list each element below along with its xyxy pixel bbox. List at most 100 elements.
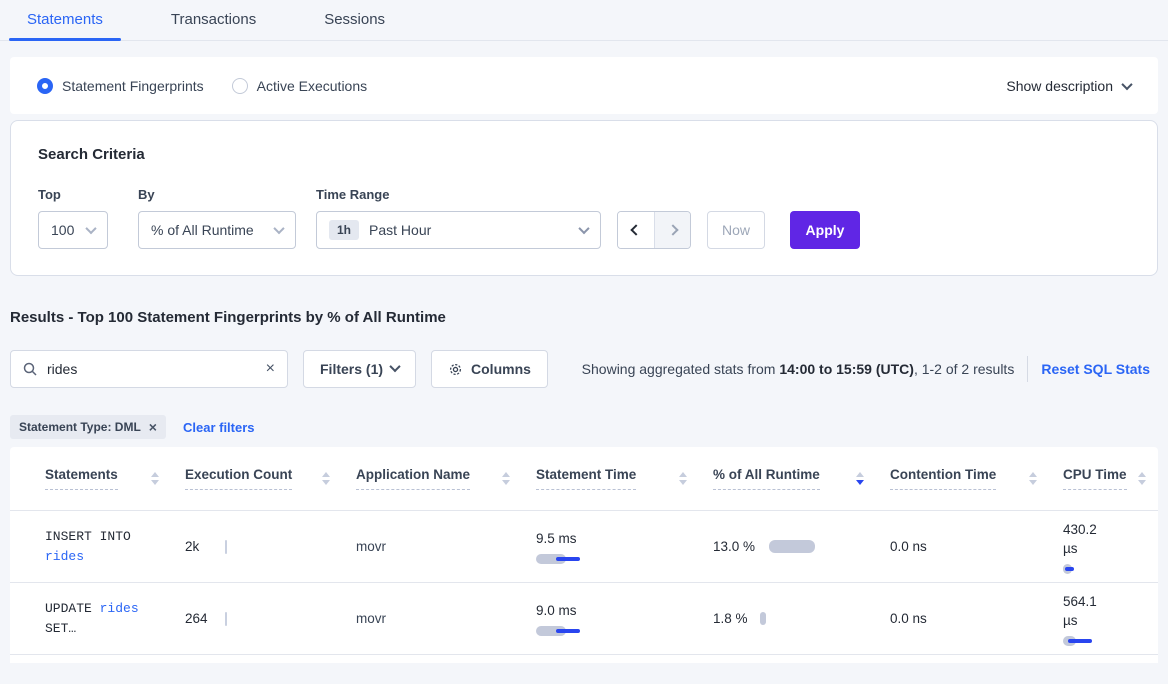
statement-table-link[interactable]: rides (45, 548, 85, 564)
statement-text: SET… (45, 620, 77, 636)
filters-button[interactable]: Filters (1) (303, 350, 417, 388)
time-range-value: Past Hour (369, 222, 432, 238)
pct-runtime-cell: 1.8 % (713, 609, 890, 628)
pct-runtime-bar (759, 612, 766, 625)
sort-icon[interactable] (322, 472, 330, 485)
clear-filters-link[interactable]: Clear filters (182, 419, 255, 435)
results-heading: Results - Top 100 Statement Fingerprints… (10, 309, 446, 326)
table-row: UPDATE rides SET… 264 movr 9.0 ms 1.8 % … (10, 583, 1158, 655)
col-header-pct-runtime[interactable]: % of All Runtime (713, 447, 890, 510)
cpu-time-value: 430.2 µs (1063, 521, 1097, 556)
time-range-select[interactable]: 1h Past Hour (316, 211, 601, 249)
sort-icon[interactable] (679, 472, 687, 485)
tab-statements[interactable]: Statements (9, 1, 121, 41)
filters-label: Filters (1) (320, 361, 384, 377)
chevron-down-icon (389, 360, 401, 372)
statement-time-cell: 9.5 ms (536, 529, 713, 564)
col-header-application-name[interactable]: Application Name (356, 447, 536, 510)
col-label: % of All Runtime (713, 467, 820, 490)
chevron-down-icon (578, 222, 590, 235)
chevron-down-icon (85, 222, 97, 235)
apply-button[interactable]: Apply (790, 211, 860, 249)
statement-fingerprint-link[interactable]: INSERT INTO rides (45, 527, 160, 567)
execution-count-cell: 2k (185, 539, 356, 554)
cpu-time-bar (1063, 635, 1108, 646)
top-select[interactable]: 100 (38, 211, 108, 249)
by-select[interactable]: % of All Runtime (138, 211, 296, 249)
time-prev-button[interactable] (618, 212, 654, 248)
col-header-statement-time[interactable]: Statement Time (536, 447, 713, 510)
execution-count-value: 2k (185, 539, 200, 554)
statement-fingerprint-link[interactable]: UPDATE rides SET… (45, 599, 160, 639)
statement-text: INSERT INTO (45, 528, 131, 544)
chevron-down-icon (273, 222, 285, 235)
execution-count-cell: 264 (185, 611, 356, 626)
col-label: Execution Count (185, 467, 293, 490)
active-executions-radio[interactable] (231, 77, 248, 94)
active-executions-label[interactable]: Active Executions (256, 77, 368, 94)
pct-runtime-value: 1.8 % (713, 611, 748, 626)
by-group: By % of All Runtime (138, 187, 296, 249)
clear-search-icon[interactable]: × (265, 360, 275, 377)
col-label: Statement Time (536, 467, 637, 490)
filter-tag-row: Statement Type: DML × Clear filters (10, 415, 1158, 439)
sort-icon[interactable] (1138, 472, 1146, 485)
application-name-cell: movr (356, 539, 386, 554)
statement-table-link[interactable]: rides (99, 600, 139, 616)
col-header-execution-count[interactable]: Execution Count (185, 447, 356, 510)
sort-icon[interactable] (151, 472, 159, 485)
filter-tag-label: Statement Type: DML (19, 420, 141, 434)
cpu-time-bar (1063, 563, 1108, 574)
sort-icon[interactable] (502, 472, 510, 485)
statement-fingerprints-label[interactable]: Statement Fingerprints (62, 77, 204, 94)
by-select-value: % of All Runtime (151, 222, 254, 238)
count-bar (225, 539, 227, 554)
col-header-cpu-time[interactable]: CPU Time (1063, 447, 1158, 510)
columns-label: Columns (471, 361, 531, 377)
filter-tag[interactable]: Statement Type: DML × (10, 415, 166, 439)
statement-time-bar (536, 554, 596, 564)
time-range-badge: 1h (329, 220, 360, 240)
search-icon (23, 362, 37, 376)
stats-range: 14:00 to 15:59 (UTC) (779, 361, 914, 377)
stats-prefix: Showing aggregated stats from (581, 361, 780, 377)
time-range-label: Time Range (316, 187, 390, 202)
show-description-label: Show description (1006, 77, 1113, 94)
columns-button[interactable]: Columns (431, 350, 548, 388)
contention-time-cell: 0.0 ns (890, 611, 927, 626)
tab-transactions[interactable]: Transactions (170, 11, 257, 28)
application-name-cell: movr (356, 611, 386, 626)
col-header-statements[interactable]: Statements (45, 447, 185, 510)
top-group: Top 100 (38, 187, 108, 249)
cpu-time-cell: 564.1 µs (1063, 592, 1158, 646)
statement-fingerprints-radio[interactable] (37, 77, 53, 94)
table-row: INSERT INTO rides 2k movr 9.5 ms 13.0 % … (10, 511, 1158, 583)
col-label: Application Name (356, 467, 471, 490)
col-header-contention-time[interactable]: Contention Time (890, 447, 1063, 510)
search-input[interactable]: rides × (10, 350, 288, 388)
statement-time-value: 9.0 ms (536, 603, 577, 618)
statement-time-bar (536, 626, 596, 636)
execution-count-value: 264 (185, 611, 208, 626)
remove-filter-icon[interactable]: × (148, 419, 157, 435)
statement-text: UPDATE (45, 600, 92, 616)
time-next-button[interactable] (654, 212, 690, 248)
cpu-time-value: 564.1 µs (1063, 593, 1097, 628)
now-button[interactable]: Now (707, 211, 765, 249)
statements-table: Statements Execution Count Application N… (10, 447, 1158, 663)
chevron-down-icon (1121, 78, 1133, 90)
top-select-value: 100 (51, 222, 75, 238)
col-label: Contention Time (890, 467, 997, 490)
search-criteria-title: Search Criteria (38, 146, 145, 163)
tab-sessions[interactable]: Sessions (324, 11, 386, 28)
sort-icon[interactable] (1029, 472, 1037, 485)
contention-time-cell: 0.0 ns (890, 539, 927, 554)
pct-runtime-value: 13.0 % (713, 539, 756, 554)
time-range-group: Time Range 1h Past Hour (316, 187, 601, 249)
col-label: Statements (45, 467, 118, 490)
sort-icon-active[interactable] (856, 472, 864, 485)
time-nav-group (617, 211, 691, 249)
reset-sql-stats-link[interactable]: Reset SQL Stats (1041, 361, 1150, 377)
show-description-toggle[interactable]: Show description (1006, 77, 1133, 94)
statement-time-value: 9.5 ms (536, 531, 577, 546)
